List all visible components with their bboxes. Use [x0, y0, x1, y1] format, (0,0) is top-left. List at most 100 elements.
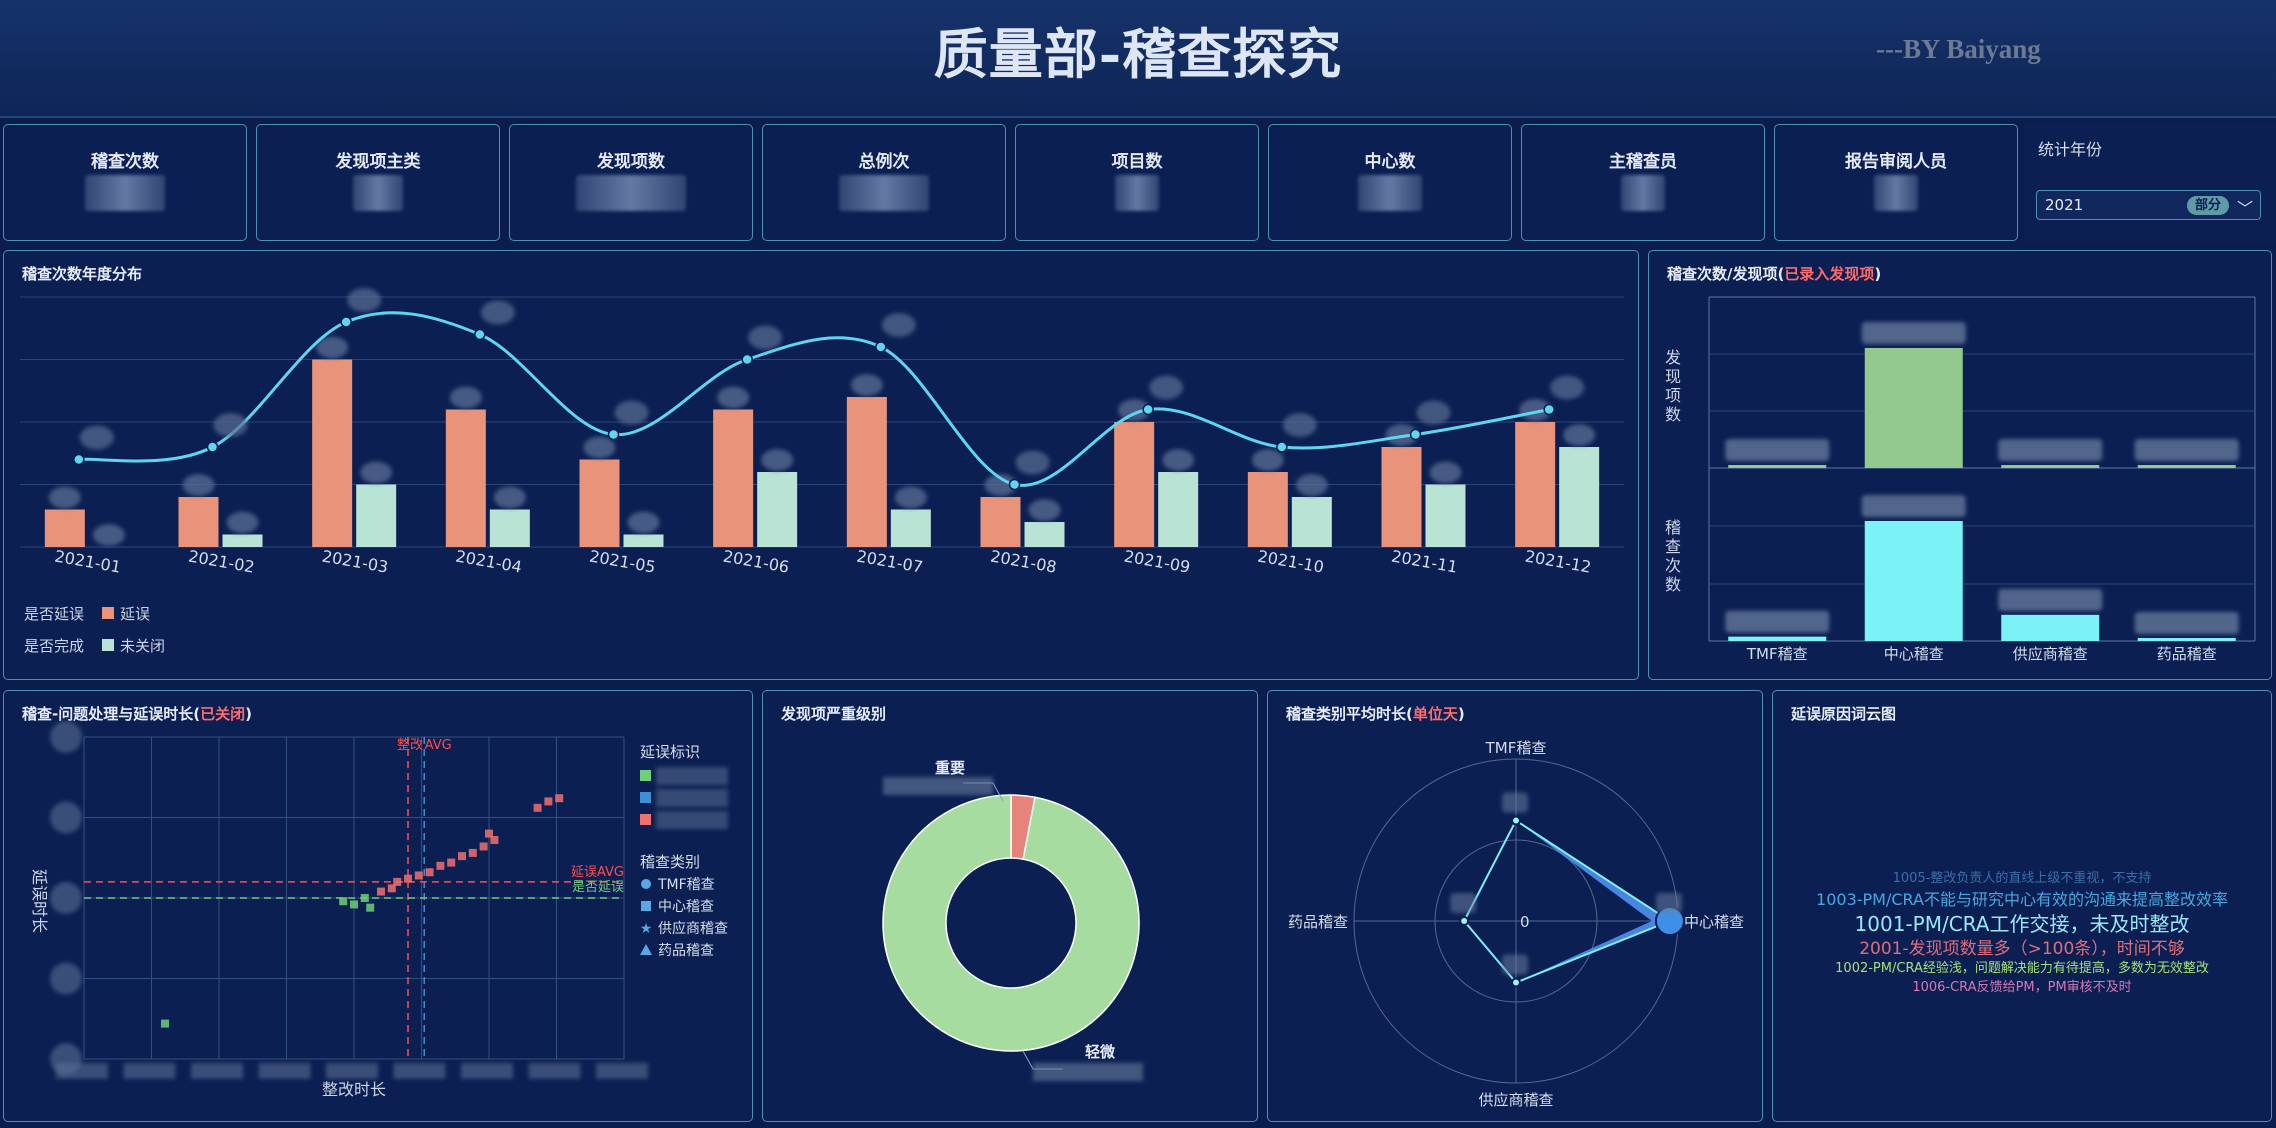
kpi-card-finding-count: 发现项数	[509, 124, 753, 241]
trend-line	[78, 311, 1550, 487]
legend-title: 延误标识	[640, 743, 700, 761]
annual-chart: 2021-01 2021-02 2021-03 2021-04 2021-05 2021-…	[20, 288, 1624, 655]
data-label	[1251, 449, 1284, 471]
category-duration-panel: 稽查类别平均时长(单位天) TMF稽查 中心稽查 供应商稽查 药品稽查 0	[1267, 690, 1763, 1122]
radar-point	[1459, 916, 1470, 926]
year-select[interactable]: 2021 部分 ﹀	[2036, 190, 2261, 220]
legend-item-label: 药品稽查	[658, 943, 714, 959]
panel-title: 稽查类别平均时长(单位天)	[1286, 705, 1465, 723]
x-tick-label: 2021-04	[454, 546, 523, 576]
legend-item-label: 中心稽查	[658, 899, 714, 915]
audit-finding-ratio-panel: 稽查次数/发现项(已录入发现项) 发现项数稽查次数 TMF稽查 中心稽查 供应商稽查药…	[1648, 250, 2272, 680]
slice-value	[883, 777, 993, 795]
y-tick-label	[50, 962, 82, 995]
legend-item-label	[656, 789, 728, 807]
bar-open	[1291, 497, 1332, 547]
bar-findings	[1864, 348, 1963, 468]
point-label	[614, 400, 649, 425]
bar-delay	[1114, 422, 1155, 547]
scatter-point	[436, 861, 445, 870]
data-label	[1295, 474, 1328, 496]
point-label	[748, 325, 783, 350]
legend-marker	[641, 901, 651, 911]
line-point	[1008, 478, 1021, 491]
x-tick-label	[326, 1063, 378, 1079]
legend-marker	[641, 879, 651, 889]
point-label	[1550, 375, 1585, 400]
kpi-label: 报告审阅人员	[1845, 152, 1947, 172]
legend-group-label: 是否完成	[24, 637, 84, 655]
radar-center-label: 0	[1520, 913, 1530, 931]
scatter-point	[339, 897, 348, 906]
bar-findings	[2001, 465, 2100, 468]
data-label	[1725, 439, 1830, 461]
data-label	[1861, 322, 1966, 344]
scatter-point	[458, 852, 466, 861]
panel-title: 延误原因词云图	[1791, 705, 1897, 723]
point-label	[1282, 413, 1317, 437]
x-tick-label	[461, 1063, 513, 1079]
bar-delay	[1515, 422, 1556, 547]
bar-delay	[579, 459, 620, 547]
y-tick-label	[50, 882, 82, 914]
data-label	[717, 386, 750, 409]
y-axis-label: 延误时长	[30, 869, 49, 933]
y-tick-label	[50, 801, 82, 834]
data-label	[627, 511, 660, 534]
scatter-point	[468, 848, 477, 857]
ref-label: 是否延误	[572, 880, 624, 895]
scatter-point	[447, 858, 456, 867]
year-filter-label: 统计年份	[2038, 140, 2103, 159]
line-point	[1276, 441, 1288, 453]
point-label	[1015, 450, 1050, 475]
legend-title: 稽查类别	[640, 853, 700, 871]
bar-open	[1024, 522, 1065, 547]
data-label	[850, 374, 883, 396]
delay-reason-wordcloud-panel: 延误原因词云图 1005-整改负责人的直线上级不重视，不支持 1003-PM/CR…	[1772, 690, 2272, 1122]
bar-open	[222, 534, 263, 547]
radar-axis-label: 中心稽查	[1684, 913, 1744, 931]
x-tick-label: 2021-12	[1524, 546, 1593, 576]
bar-audits	[2137, 638, 2236, 641]
scatter-point	[490, 836, 499, 845]
panel-title: 稽查次数/发现项(已录入发现项)	[1667, 265, 1882, 283]
bar-delay	[445, 409, 486, 547]
y-tick-label	[50, 1043, 82, 1075]
bar-open	[1559, 447, 1600, 547]
y-axis-label-findings: 项	[1665, 386, 1681, 405]
scatter-point	[350, 900, 358, 909]
data-label	[48, 486, 81, 509]
word-cloud-term: 1006-CRA反馈给PM，PM审核不及时	[1912, 980, 2132, 995]
scatter-point	[377, 887, 385, 896]
bar-delay	[178, 497, 219, 547]
y-tick-label	[50, 721, 82, 753]
chevron-down-icon[interactable]: ﹀	[2237, 199, 2254, 218]
scatter-point	[555, 794, 564, 803]
legend-group-label: 是否延误	[24, 605, 84, 623]
x-tick-label	[528, 1063, 581, 1079]
x-tick-label: TMF稽查	[1746, 645, 1808, 663]
issue-delay-panel: 稽查-问题处理与延误时长(已关闭) 整改 AVG 延误AVG 是否延误 整改时长 延误时长…	[3, 690, 753, 1122]
scatter-point	[360, 894, 369, 902]
x-tick-label: 中心稽查	[1884, 645, 1944, 663]
data-label	[894, 486, 927, 509]
legend-swatch	[640, 792, 651, 803]
x-tick-label: 2021-03	[321, 546, 390, 576]
word-cloud-term: 1003-PM/CRA不能与研究中心有效的沟通来提高整改效率	[1816, 890, 2228, 909]
line-point	[340, 316, 352, 328]
word-cloud-term: 1001-PM/CRA工作交接，未及时整改	[1854, 912, 2190, 936]
radar-point	[1511, 977, 1521, 988]
word-cloud-term: 2001-发现项数量多（>100条），时间不够	[1859, 939, 2185, 959]
kpi-card-lead-auditor: 主稽查员	[1521, 124, 1765, 241]
radar-value	[1502, 792, 1528, 813]
kpi-value	[353, 175, 403, 211]
x-tick-label: 2021-01	[53, 546, 122, 576]
line-point	[875, 341, 887, 353]
bar-delay	[312, 359, 353, 547]
scatter-point	[485, 829, 493, 838]
point-label	[1416, 400, 1451, 425]
data-label	[1563, 424, 1596, 446]
